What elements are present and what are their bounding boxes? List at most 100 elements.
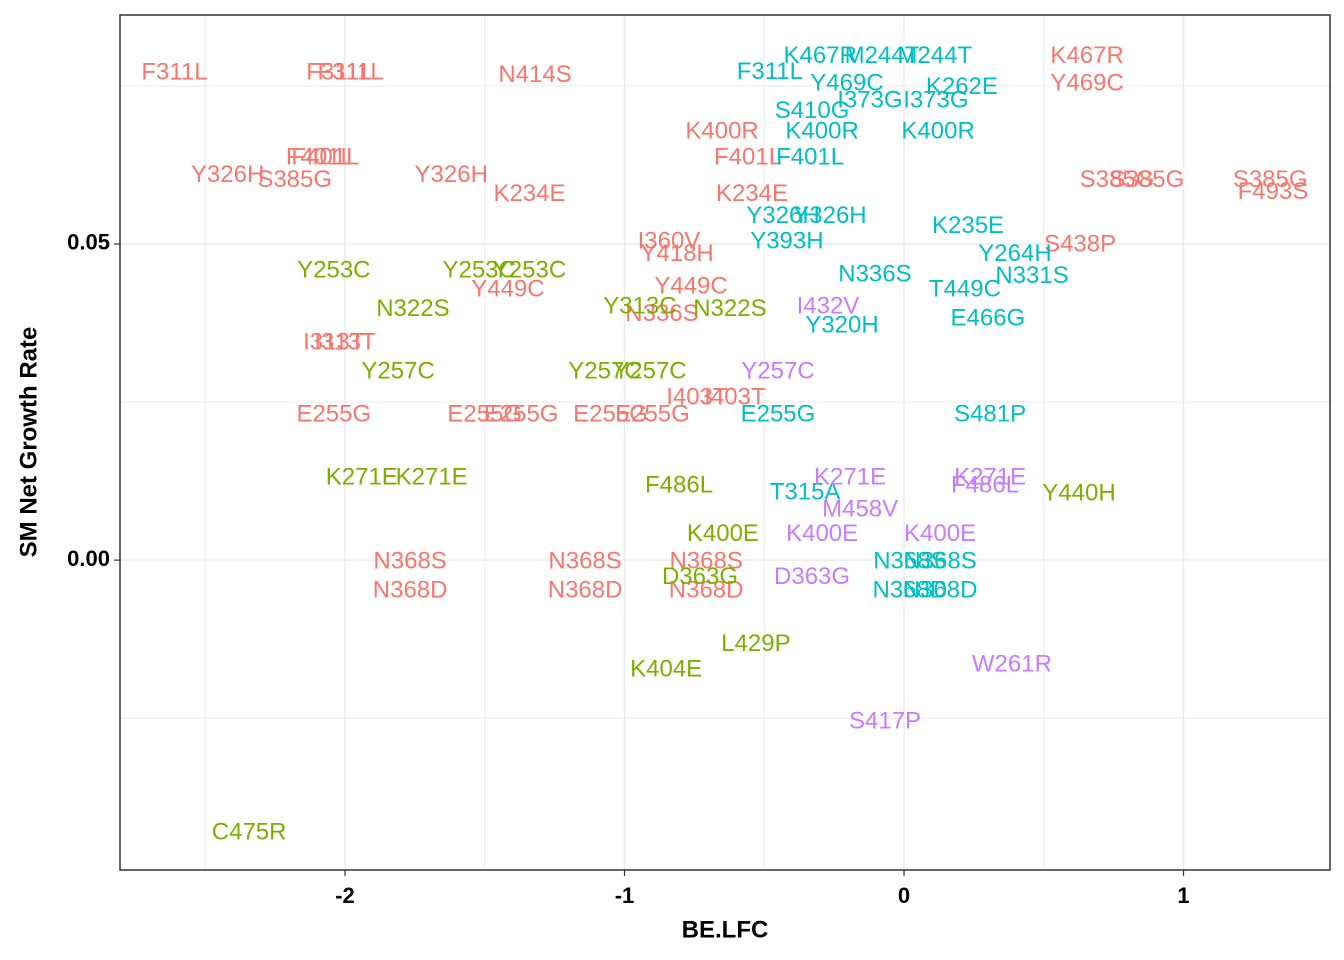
point-label: K271E bbox=[396, 463, 468, 490]
point-label: F311L bbox=[317, 59, 383, 86]
point-label: Y326H bbox=[793, 202, 866, 229]
point-label: Y440H bbox=[1042, 480, 1115, 507]
point-label: T449C bbox=[929, 275, 1001, 302]
point-label: D363G bbox=[774, 563, 850, 590]
point-label: K404E bbox=[630, 656, 702, 683]
point-label: N368S bbox=[373, 547, 446, 574]
point-label: Y257C bbox=[741, 358, 814, 385]
point-label: F401L bbox=[714, 143, 782, 170]
point-label: S385G bbox=[1080, 166, 1155, 193]
point-label: Y257C bbox=[613, 358, 686, 385]
x-tick-label: 0 bbox=[898, 883, 910, 908]
point-label: N368S bbox=[903, 547, 976, 574]
point-label: Y449C bbox=[654, 272, 727, 299]
point-label: K467R bbox=[1050, 42, 1123, 69]
point-label: Y253C bbox=[442, 256, 515, 283]
x-tick-label: -2 bbox=[335, 883, 355, 908]
point-label: N368S bbox=[873, 547, 946, 574]
y-tick-label: 0.00 bbox=[67, 546, 110, 571]
point-label: N336S bbox=[625, 300, 698, 327]
point-label: N414S bbox=[498, 61, 571, 88]
point-label: Y313C bbox=[603, 293, 676, 320]
point-label: N368D bbox=[873, 576, 948, 603]
point-label: E255G bbox=[615, 401, 690, 428]
point-label: N322S bbox=[693, 295, 766, 322]
point-label: S410G bbox=[775, 97, 850, 124]
point-label: F401L bbox=[286, 143, 354, 170]
point-label: I432V bbox=[797, 293, 860, 320]
point-label: Y326H bbox=[746, 202, 819, 229]
point-label: N368D bbox=[548, 576, 623, 603]
point-label: N368D bbox=[669, 576, 744, 603]
point-label: Y326H bbox=[191, 161, 264, 188]
point-label: F401L bbox=[291, 143, 359, 170]
point-label: K262E bbox=[926, 73, 998, 100]
point-label: I313T bbox=[314, 329, 376, 356]
point-label: N336S bbox=[838, 260, 911, 287]
point-label: S385G bbox=[257, 166, 332, 193]
point-label: Y257C bbox=[568, 358, 641, 385]
point-label: K234E bbox=[716, 180, 788, 207]
point-label: S417P bbox=[849, 707, 921, 734]
y-tick-label: 0.05 bbox=[67, 230, 110, 255]
panel-border bbox=[119, 14, 1331, 871]
point-label: K400E bbox=[904, 520, 976, 547]
x-axis-title: BE.LFC bbox=[682, 916, 769, 943]
point-label: E255G bbox=[296, 401, 371, 428]
point-label: T315A bbox=[770, 478, 841, 505]
point-label: K271E bbox=[954, 463, 1026, 490]
point-label: Y264H bbox=[978, 240, 1051, 267]
point-label: F401L bbox=[776, 143, 844, 170]
point-label: S481P bbox=[954, 401, 1026, 428]
point-label: K400R bbox=[901, 117, 974, 144]
point-label: Y253C bbox=[493, 256, 566, 283]
x-tick-label: -1 bbox=[615, 883, 635, 908]
point-label: K271E bbox=[326, 463, 398, 490]
point-label: Y257C bbox=[361, 358, 434, 385]
point-label: S385G bbox=[1110, 166, 1185, 193]
point-label: Y253C bbox=[297, 256, 370, 283]
point-label: I403T bbox=[704, 384, 766, 411]
point-label: F311L bbox=[141, 59, 207, 86]
y-axis-title: SM Net Growth Rate bbox=[15, 327, 42, 558]
point-label: E255G bbox=[573, 401, 648, 428]
point-label: I403T bbox=[666, 384, 728, 411]
point-label: K400E bbox=[687, 520, 759, 547]
point-label: E466G bbox=[951, 305, 1026, 332]
point-label: K235E bbox=[932, 212, 1004, 239]
x-tick-label: 1 bbox=[1177, 883, 1189, 908]
point-label: D363G bbox=[662, 563, 738, 590]
point-label: K467R bbox=[783, 42, 856, 69]
point-label: N368D bbox=[903, 576, 978, 603]
point-label: E255G bbox=[484, 401, 559, 428]
point-label: E255G bbox=[447, 401, 522, 428]
point-label: F486L bbox=[951, 471, 1019, 498]
point-label: N331S bbox=[995, 262, 1068, 289]
point-label: M458V bbox=[822, 496, 898, 523]
point-label: K234E bbox=[493, 180, 565, 207]
point-label: I373G bbox=[903, 86, 968, 113]
point-label: L429P bbox=[721, 630, 790, 657]
point-label: N322S bbox=[376, 295, 449, 322]
point-label: Y418H bbox=[640, 240, 713, 267]
point-label: F311L bbox=[737, 58, 803, 85]
point-label: W261R bbox=[972, 650, 1052, 677]
point-label: Y326H bbox=[415, 161, 488, 188]
point-label: E255G bbox=[741, 401, 816, 428]
point-label: K400R bbox=[685, 117, 758, 144]
point-label: N368S bbox=[669, 547, 742, 574]
point-label: N368S bbox=[548, 547, 621, 574]
point-label: Y469C bbox=[810, 69, 883, 96]
point-label: Y469C bbox=[1050, 69, 1123, 96]
point-label: N368D bbox=[373, 576, 448, 603]
point-label: I373G bbox=[837, 86, 902, 113]
point-label: I313T bbox=[303, 329, 365, 356]
point-label: F493S bbox=[1238, 178, 1309, 205]
point-label: M244T bbox=[845, 42, 920, 69]
point-label: Y320H bbox=[805, 311, 878, 338]
point-label: K271E bbox=[814, 463, 886, 490]
point-label: S438P bbox=[1044, 231, 1116, 258]
point-label: C475R bbox=[212, 819, 287, 846]
point-label: K400R bbox=[785, 117, 858, 144]
